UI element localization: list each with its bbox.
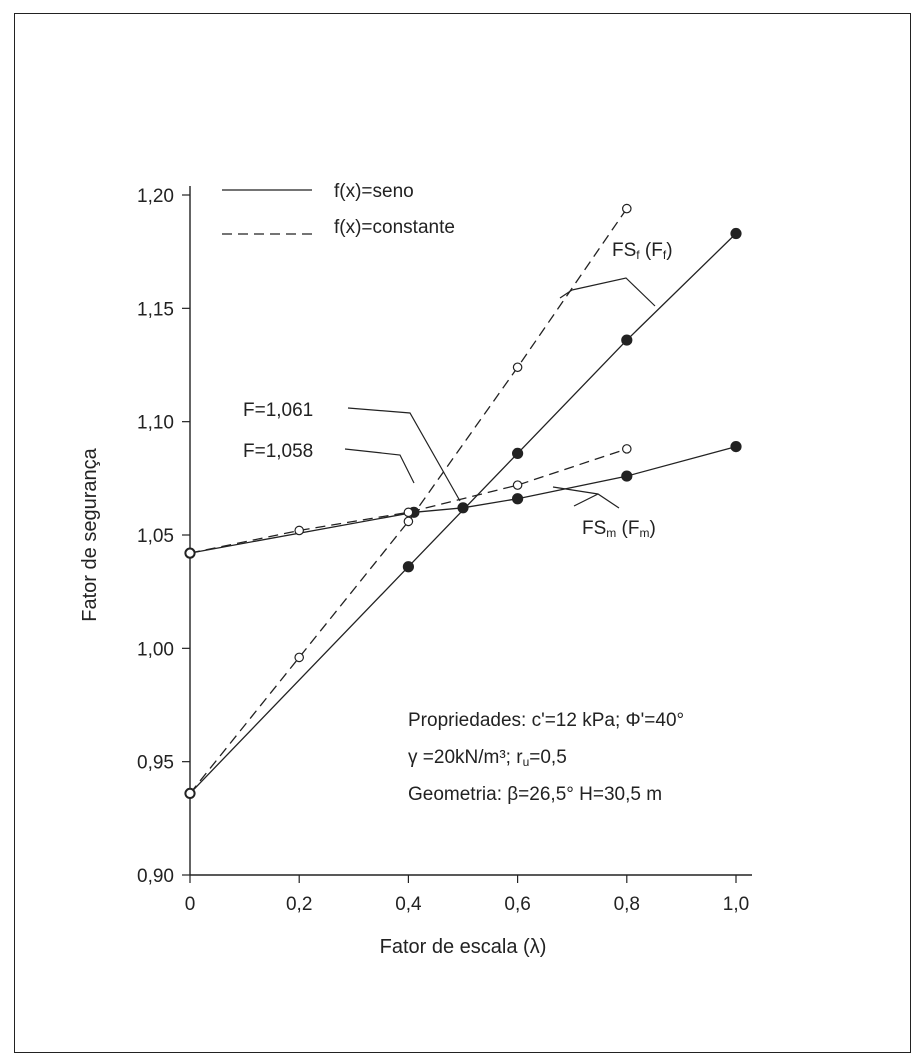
fsf-leader-dashed [559, 289, 573, 299]
fsf-paren-open: (F [640, 240, 663, 261]
series-2-point [621, 470, 633, 482]
series-2-point [730, 441, 742, 453]
x-axis-label: Fator de escala (λ) [380, 936, 547, 958]
series-3-point [403, 507, 414, 518]
fsf-paren-sub: f [663, 248, 667, 262]
legend-label-constante: f(x)=constante [334, 217, 455, 238]
note-line-2: γ =20kN/m³; ru=0,5 [408, 747, 567, 769]
fsf-label: FSf (Ff) [612, 240, 673, 262]
series-1-point [621, 203, 632, 214]
series-2-point [457, 502, 469, 514]
series-1-point [185, 788, 195, 799]
x-tick-label: 0 [185, 894, 196, 915]
x-tick-label: 0,6 [504, 894, 530, 915]
x-tick-label: 0,8 [614, 894, 640, 915]
fsf-leader [571, 277, 656, 307]
y-tick-label: 0,90 [137, 866, 174, 887]
y-tick-label: 1,10 [137, 413, 174, 434]
series-1-point [403, 516, 414, 527]
marker-layer [184, 203, 742, 800]
series-3-point [621, 444, 632, 454]
note-line-3: Geometria: β=26,5° H=30,5 m [408, 784, 662, 805]
fsm-leader [552, 486, 620, 509]
series-0-point [621, 334, 633, 346]
x-tick-label: 0,2 [286, 894, 312, 915]
y-tick-label: 1,00 [137, 639, 174, 660]
y-axis-label: Fator de segurança [79, 447, 101, 621]
series-line-1 [189, 208, 628, 794]
series-line-2 [189, 445, 737, 554]
series-0-point [402, 561, 414, 573]
x-tick-label: 1,0 [723, 894, 749, 915]
properties-notes: Propriedades: c'=12 kPa; Φ'=40° γ =20kN/… [408, 710, 684, 805]
fsf-main: FS [612, 240, 636, 261]
y-tick-label: 0,95 [137, 753, 174, 774]
note-line-1: Propriedades: c'=12 kPa; Φ'=40° [408, 710, 684, 731]
fsm-leader-2 [573, 493, 599, 507]
f1058-leader [344, 448, 415, 484]
fsm-sub: m [606, 526, 616, 540]
series-1-point [294, 652, 304, 663]
fsf-sub: f [636, 248, 640, 262]
series-3-point [294, 525, 304, 536]
f1058-label: F=1,058 [243, 441, 313, 462]
note-2-post: =0,5 [529, 747, 567, 768]
series-1-point [512, 362, 523, 373]
series-2-point [511, 493, 524, 505]
fsm-paren-open: (F [616, 518, 639, 539]
fsf-paren-close: ) [666, 240, 672, 261]
f1061-label: F=1,061 [243, 400, 313, 421]
fsm-paren-sub: m [640, 526, 650, 540]
note-2-sub: u [523, 755, 530, 769]
axes: 0 0,2 0,4 0,6 0,8 1,0 0,90 0,95 1,00 1,05 1,10 1,15… [137, 186, 752, 915]
legend: f(x)=seno f(x)=constante [222, 181, 455, 238]
x-tick-label: 0,4 [395, 894, 422, 915]
series-0-point [730, 227, 742, 240]
fsm-main: FS [582, 518, 606, 539]
fsm-paren-close: ) [650, 518, 656, 539]
fsm-label: FSm (Fm) [582, 518, 656, 540]
note-3-pre: Geometria: β=26,5° H=30,5 m [408, 784, 662, 805]
note-1-pre: Propriedades: c'=12 kPa; Φ'=40° [408, 710, 684, 731]
series-layer [189, 208, 737, 794]
series-0-point [511, 447, 524, 459]
note-2-pre: γ =20kN/m³; r [408, 747, 523, 768]
series-3-point [185, 548, 195, 558]
legend-label-seno: f(x)=seno [334, 181, 414, 202]
callout-lines [344, 277, 656, 509]
series-3-point [512, 480, 523, 490]
f1061-leader [347, 407, 461, 502]
y-tick-label: 1,15 [137, 299, 174, 320]
y-tick-label: 1,20 [137, 186, 174, 207]
y-tick-label: 1,05 [137, 526, 174, 547]
series-line-3 [189, 448, 628, 554]
